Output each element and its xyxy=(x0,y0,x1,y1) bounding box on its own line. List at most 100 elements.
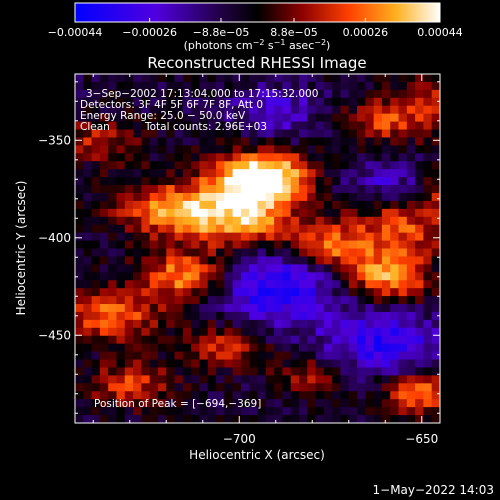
heatmap-cell xyxy=(141,248,151,258)
heatmap-cell xyxy=(307,192,317,202)
heatmap-cell xyxy=(373,343,383,353)
heatmap-cell xyxy=(423,304,433,313)
heatmap-cell xyxy=(116,343,126,353)
heatmap-cell xyxy=(240,145,250,154)
heatmap-cell xyxy=(124,399,134,408)
heatmap-cell xyxy=(207,177,217,186)
heatmap-cell xyxy=(373,169,383,178)
heatmap-cell xyxy=(133,129,142,139)
heatmap-cell xyxy=(332,264,342,273)
colorbar-tick-label: −0.00044 xyxy=(48,26,103,39)
heatmap-cell xyxy=(149,311,159,321)
heatmap-cell xyxy=(224,335,234,345)
heatmap-cell xyxy=(240,280,250,289)
heatmap-cell xyxy=(282,375,292,384)
heatmap-cell xyxy=(83,105,93,115)
heatmap-cell xyxy=(290,208,300,218)
heatmap-cell xyxy=(232,81,242,91)
heatmap-cell xyxy=(332,89,342,99)
heatmap-cell xyxy=(174,272,184,281)
heatmap-cell xyxy=(415,359,425,369)
heatmap-cell xyxy=(240,169,250,178)
heatmap-cell xyxy=(423,208,433,218)
heatmap-cell xyxy=(182,113,192,123)
heatmap-cell xyxy=(124,185,134,194)
heatmap-cell xyxy=(406,367,416,377)
heatmap-cell xyxy=(323,232,333,242)
heatmap-cell xyxy=(390,335,400,345)
heatmap-cell xyxy=(315,375,325,384)
heatmap-cell xyxy=(298,129,308,139)
annotation-time-range: 3−Sep−2002 17:13:04.000 to 17:15:32.000 xyxy=(86,88,318,100)
heatmap-cell xyxy=(323,74,333,83)
heatmap-cell xyxy=(91,169,101,178)
heatmap-cell xyxy=(216,216,225,226)
heatmap-cell xyxy=(398,200,408,210)
heatmap-cell xyxy=(116,113,126,123)
heatmap-cell xyxy=(116,74,126,83)
heatmap-cell xyxy=(133,97,142,107)
heatmap-cell xyxy=(431,240,440,250)
heatmap-cell xyxy=(274,216,283,226)
heatmap-cell xyxy=(340,105,350,115)
heatmap-cell xyxy=(182,327,192,337)
heatmap-cell xyxy=(274,343,283,353)
heatmap-cell xyxy=(423,391,433,400)
heatmap-cell xyxy=(373,327,383,337)
heatmap-cell xyxy=(298,311,308,321)
heatmap-cell xyxy=(390,327,400,337)
heatmap-cell xyxy=(108,304,118,313)
heatmap-cell xyxy=(133,256,142,265)
heatmap-cell xyxy=(91,216,101,226)
heatmap-cell xyxy=(406,327,416,337)
heatmap-cell xyxy=(381,343,391,353)
heatmap-cell xyxy=(191,272,201,281)
heatmap-cell xyxy=(390,113,400,123)
heatmap-cell xyxy=(323,256,333,265)
heatmap-cell xyxy=(298,216,308,226)
heatmap-cell xyxy=(224,232,234,242)
heatmap-cell xyxy=(216,177,225,186)
heatmap-cell xyxy=(298,351,308,361)
heatmap-cell xyxy=(99,113,109,123)
heatmap-cell xyxy=(307,81,317,91)
heatmap-cell xyxy=(381,145,391,154)
heatmap-cell xyxy=(83,343,93,353)
heatmap-cell xyxy=(157,232,167,242)
heatmap-cell xyxy=(398,192,408,202)
heatmap-cell xyxy=(381,137,391,146)
heatmap-cell xyxy=(348,256,358,265)
heatmap-cell xyxy=(307,97,317,107)
heatmap-cell xyxy=(216,240,225,250)
heatmap-cell xyxy=(83,399,93,408)
heatmap-cell xyxy=(365,74,375,83)
heatmap-cell xyxy=(282,264,292,273)
chart-title: Reconstructed RHESSI Image xyxy=(147,54,366,72)
heatmap-cell xyxy=(240,208,250,218)
heatmap-cell xyxy=(265,192,275,202)
heatmap-cell xyxy=(249,335,259,345)
heatmap-cell xyxy=(290,375,300,384)
heatmap-cell xyxy=(332,375,342,384)
heatmap-cell xyxy=(157,359,167,369)
heatmap-cell xyxy=(124,304,134,313)
heatmap-cell xyxy=(182,335,192,345)
heatmap-cell xyxy=(83,216,93,226)
heatmap-cell xyxy=(224,192,234,202)
heatmap-cell xyxy=(174,232,184,242)
heatmap-cell xyxy=(191,185,201,194)
heatmap-cell xyxy=(99,185,109,194)
heatmap-cell xyxy=(191,264,201,273)
heatmap-cell xyxy=(224,359,234,369)
colorbar-unit-exp-3: −2 xyxy=(314,38,326,47)
heatmap-cell xyxy=(182,343,192,353)
colorbar-tick-label: −0.00026 xyxy=(122,26,177,39)
heatmap-cell xyxy=(240,256,250,265)
heatmap-cell xyxy=(108,327,118,337)
heatmap-cell xyxy=(332,327,342,337)
heatmap-cell xyxy=(265,129,275,139)
heatmap-cell xyxy=(240,343,250,353)
heatmap-cell xyxy=(124,248,134,258)
heatmap-cell xyxy=(141,272,151,281)
heatmap-cell xyxy=(348,272,358,281)
